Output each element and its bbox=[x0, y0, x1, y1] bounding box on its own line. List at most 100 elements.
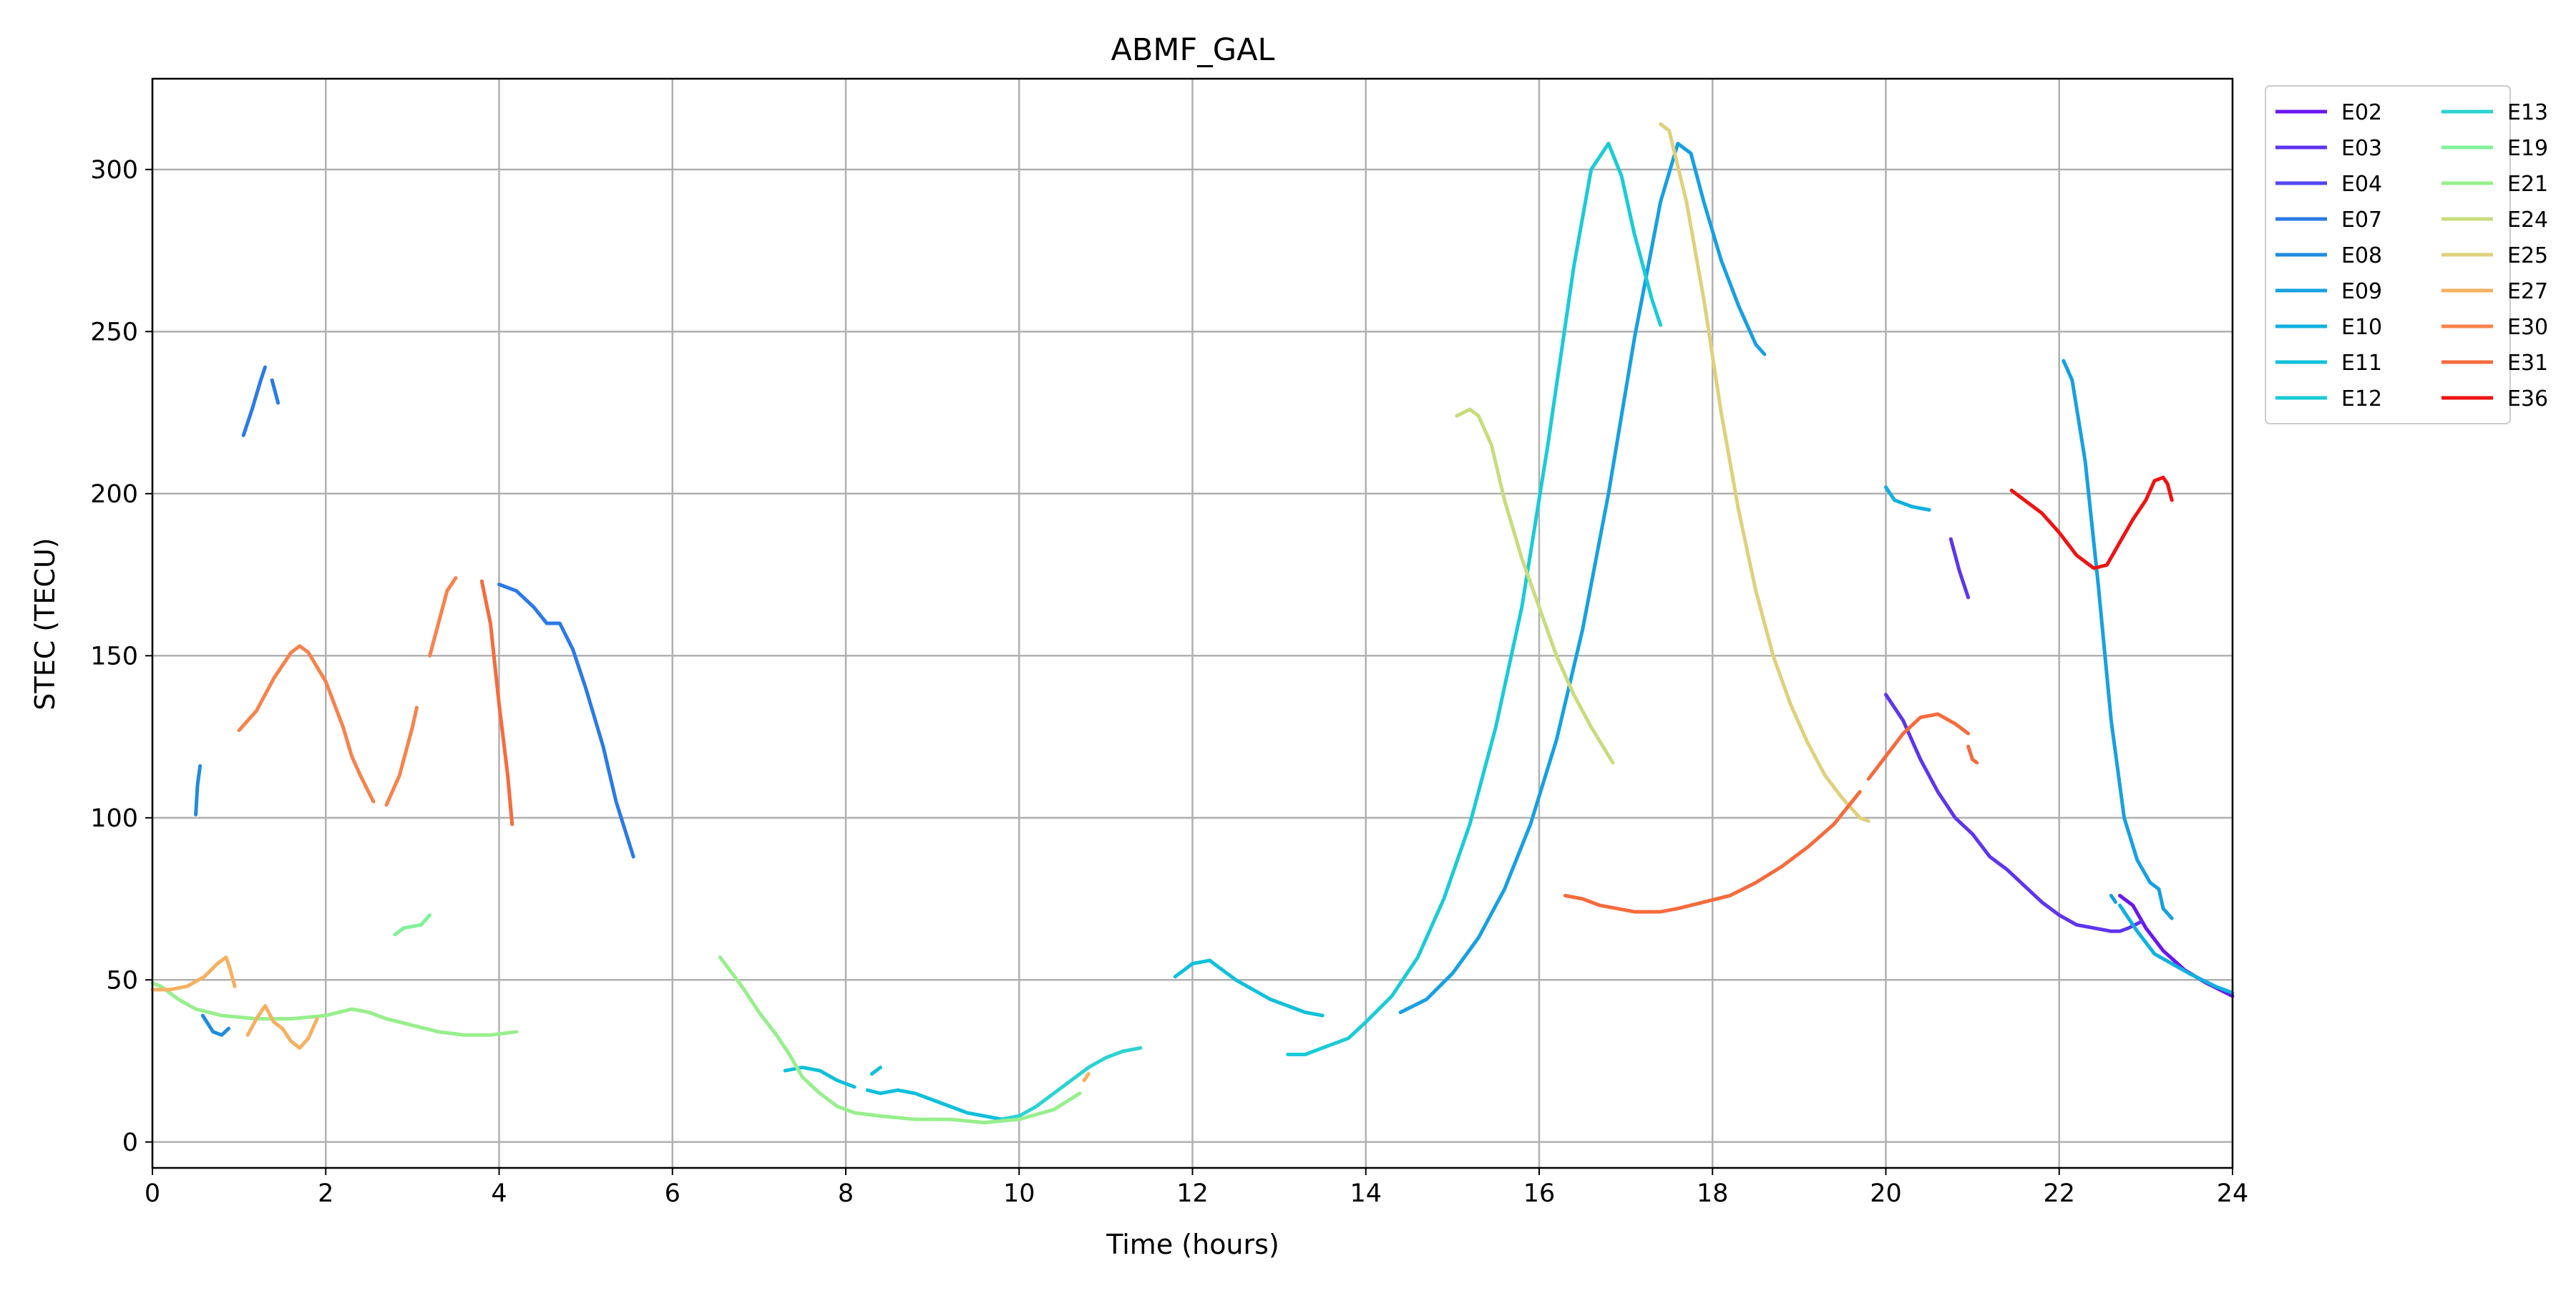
y-axis-label: STEC (TECU) bbox=[29, 537, 61, 710]
series-line-segment bbox=[241, 365, 267, 437]
y-tick-label: 100 bbox=[90, 804, 138, 833]
legend-item: E19 bbox=[2441, 136, 2548, 161]
series-line-segment bbox=[1866, 712, 1971, 781]
legend-label: E13 bbox=[2507, 100, 2548, 125]
x-tick-label: 8 bbox=[838, 1179, 854, 1208]
legend-label: E08 bbox=[2341, 243, 2382, 268]
series-line-segment bbox=[2109, 894, 2117, 905]
y-tick-label: 300 bbox=[90, 156, 138, 185]
legend-label: E11 bbox=[2341, 351, 2382, 376]
series-e07 bbox=[241, 365, 635, 859]
legend-label: E02 bbox=[2341, 100, 2382, 125]
series-line-segment bbox=[150, 981, 519, 1037]
x-tick-label: 6 bbox=[665, 1179, 680, 1208]
series-line-segment bbox=[2009, 475, 2174, 570]
series-e27 bbox=[150, 955, 1091, 1083]
legend-item: E25 bbox=[2441, 243, 2548, 268]
legend-item: E31 bbox=[2441, 351, 2548, 376]
x-tick-label: 12 bbox=[1176, 1179, 1209, 1208]
series-line-segment bbox=[428, 576, 458, 658]
series-line-segment bbox=[245, 1004, 319, 1050]
legend-item: E02 bbox=[2275, 100, 2382, 125]
legend-item: E10 bbox=[2275, 315, 2382, 340]
series-line-segment bbox=[2062, 359, 2174, 920]
series-line-segment bbox=[384, 706, 419, 807]
legend-label: E07 bbox=[2341, 208, 2382, 233]
x-tick-label: 24 bbox=[2217, 1179, 2249, 1208]
legend-item: E09 bbox=[2275, 279, 2382, 304]
legend-label: E36 bbox=[2507, 386, 2548, 411]
y-tick-label: 150 bbox=[90, 642, 138, 671]
series-line-segment bbox=[865, 1088, 1021, 1121]
legend: E02 E03 E04 E07 E08 E09 E10 E11 E12 E13 E19 E21 E24 E… bbox=[2265, 85, 2548, 424]
series-line-segment bbox=[1563, 790, 1862, 914]
x-tick-label: 4 bbox=[491, 1179, 507, 1208]
legend-label: E03 bbox=[2341, 136, 2382, 161]
series-line-segment bbox=[270, 378, 280, 405]
series-line-segment bbox=[497, 583, 635, 859]
series-line-segment bbox=[869, 1066, 882, 1076]
x-tick-label: 10 bbox=[1003, 1179, 1035, 1208]
series-line-segment bbox=[1948, 537, 1971, 600]
series-e08 bbox=[194, 764, 231, 1037]
legend-item: E27 bbox=[2441, 279, 2548, 304]
series-e03 bbox=[1884, 537, 2144, 933]
x-tick-label: 22 bbox=[2043, 1179, 2075, 1208]
series-line-segment bbox=[150, 955, 237, 992]
x-tick-label: 20 bbox=[1870, 1179, 1902, 1208]
series-line-segment bbox=[194, 764, 203, 817]
legend-item: E04 bbox=[2275, 172, 2382, 197]
series-line-segment bbox=[2118, 903, 2235, 995]
chart-title: ABMF_GAL bbox=[1111, 32, 1275, 68]
legend-item: E07 bbox=[2275, 208, 2382, 233]
series-line-segment bbox=[479, 579, 514, 827]
legend-item: E21 bbox=[2441, 172, 2548, 197]
legend-label: E10 bbox=[2341, 315, 2382, 340]
legend-item: E13 bbox=[2441, 100, 2548, 125]
legend-label: E09 bbox=[2341, 279, 2382, 304]
y-tick-label: 50 bbox=[106, 966, 138, 995]
series-line-segment bbox=[1286, 142, 1663, 1056]
series-line-segment bbox=[200, 1013, 231, 1037]
series-e24 bbox=[1455, 407, 1615, 765]
x-tick-label: 0 bbox=[145, 1179, 160, 1208]
series-line-segment bbox=[1884, 693, 2144, 933]
series-line-segment bbox=[1884, 485, 1931, 512]
legend-label: E24 bbox=[2507, 208, 2548, 233]
legend-label: E25 bbox=[2507, 243, 2548, 268]
legend-label: E31 bbox=[2507, 351, 2548, 376]
x-tick-label: 2 bbox=[318, 1179, 333, 1208]
y-tick-label: 0 bbox=[122, 1129, 138, 1157]
series-e13 bbox=[1000, 1046, 1143, 1121]
legend-item: E30 bbox=[2441, 315, 2548, 340]
series-line-segment bbox=[718, 955, 1082, 1125]
series-line-segment bbox=[1173, 958, 1324, 1018]
series-line-segment bbox=[393, 913, 432, 937]
legend-item: E12 bbox=[2275, 386, 2382, 411]
legend-item: E11 bbox=[2275, 351, 2382, 376]
x-tick-label: 14 bbox=[1350, 1179, 1382, 1208]
y-tick-label: 250 bbox=[90, 318, 138, 346]
legend-label: E12 bbox=[2341, 386, 2382, 411]
legend-label: E30 bbox=[2507, 315, 2548, 340]
y-tick-label: 200 bbox=[90, 480, 138, 509]
series-e12 bbox=[1286, 142, 1663, 1056]
series-line-segment bbox=[237, 644, 376, 804]
legend-item: E03 bbox=[2275, 136, 2382, 161]
series-e21 bbox=[150, 955, 1082, 1125]
legend-item: E36 bbox=[2441, 386, 2548, 411]
series-e09 bbox=[1398, 142, 2174, 1015]
legend-label: E19 bbox=[2507, 136, 2548, 161]
series-e19 bbox=[393, 913, 432, 937]
series-line-segment bbox=[1455, 407, 1615, 765]
series-line-segment bbox=[1966, 744, 1979, 765]
series-e10 bbox=[1884, 485, 2235, 995]
series-line-segment bbox=[1000, 1046, 1143, 1121]
series-e31 bbox=[479, 579, 1979, 914]
legend-frame bbox=[2265, 85, 2511, 424]
series-line-segment bbox=[1659, 122, 1870, 823]
x-axis-label: Time (hours) bbox=[1106, 1229, 1279, 1260]
legend-item: E08 bbox=[2275, 243, 2382, 268]
legend-label: E21 bbox=[2507, 172, 2548, 197]
